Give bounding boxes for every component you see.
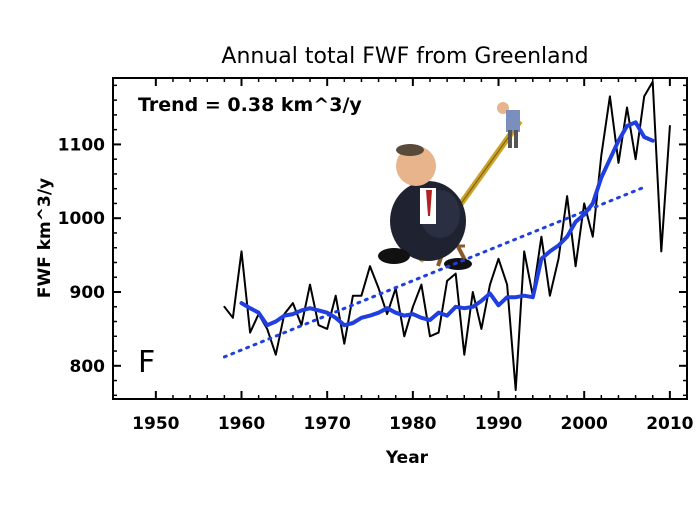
x-tick-label: 2010: [646, 414, 693, 434]
x-tick-label: 1950: [132, 414, 179, 434]
x-tick-label: 2000: [561, 414, 608, 434]
x-axis: 1950 1960 1970 1980 1990 2000 2010: [132, 78, 694, 434]
running-mean-line: [239, 120, 655, 328]
plot-frame: [112, 77, 688, 400]
x-tick-label: 1980: [389, 414, 436, 434]
cartoon-seesaw: [378, 102, 523, 270]
plot-area: [112, 77, 688, 400]
series-layer: [222, 80, 671, 392]
y-axis-label: FWF km^3/y: [35, 178, 55, 298]
x-tick-label: 1990: [475, 414, 522, 434]
y-tick-label: 900: [70, 283, 106, 303]
x-tick-label: 1970: [304, 414, 351, 434]
y-tick-label: 1100: [58, 135, 105, 155]
chart-title: Annual total FWF from Greenland: [221, 44, 588, 69]
x-tick-label: 1960: [218, 414, 265, 434]
annual-fwf-line: [223, 80, 671, 392]
y-axis: 800 900 1000 1100: [58, 84, 687, 397]
y-tick-label: 800: [70, 357, 106, 377]
x-axis-label: Year: [385, 448, 429, 468]
trend-annotation: Trend = 0.38 km^3/y: [138, 94, 362, 116]
panel-label: F: [138, 345, 155, 380]
y-tick-label: 1000: [58, 209, 105, 229]
trend-line: [222, 185, 646, 359]
